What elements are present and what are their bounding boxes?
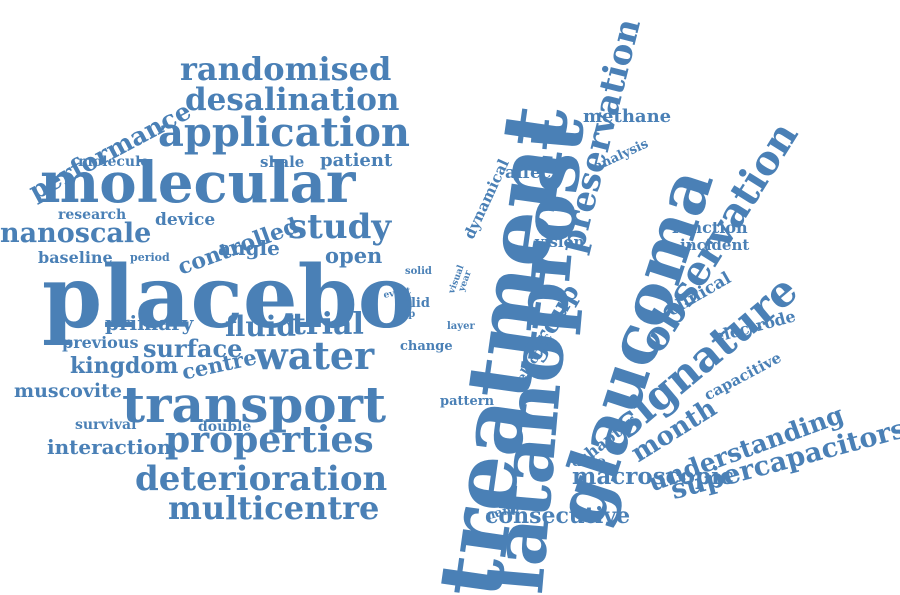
word-angle: angle	[218, 238, 280, 258]
word-shale: shale	[260, 155, 304, 170]
word-function: function	[672, 220, 748, 236]
word-primary: primary	[105, 313, 193, 333]
word-device: device	[155, 212, 215, 229]
word-multicentre: multicentre	[168, 492, 379, 524]
word-open: open	[325, 245, 382, 266]
word-study: study	[288, 210, 391, 244]
word-survival: survival	[75, 418, 136, 432]
word-randomised: randomised	[180, 53, 391, 85]
word-affect: affect	[505, 165, 559, 182]
word-properties: properties	[165, 422, 374, 458]
word-molecule: molecule	[78, 155, 149, 169]
word-double: double	[198, 420, 251, 434]
word-methane: methane	[583, 108, 671, 126]
word-application: application	[158, 113, 410, 153]
word-change: change	[400, 340, 453, 353]
word-previous: previous	[62, 335, 138, 351]
word-pattern: pattern	[440, 395, 494, 408]
word-interaction: interaction	[47, 437, 172, 457]
word-period: period	[130, 252, 170, 263]
word-baseline: baseline	[38, 250, 113, 266]
word-trial: trial	[292, 310, 364, 340]
word-patient: patient	[320, 152, 392, 170]
word-desalination: desalination	[185, 85, 399, 116]
word-layer: layer	[447, 322, 475, 332]
word-incident: incident	[680, 238, 749, 253]
word-solid: solid	[405, 267, 432, 277]
word-muscovite: muscovite	[14, 382, 122, 401]
word-research: research	[58, 208, 126, 222]
word-vision: vision	[535, 235, 584, 250]
word-hospital: data	[572, 455, 606, 469]
word-nanoscale: nanoscale	[0, 220, 151, 247]
word-nano: slip	[395, 310, 415, 320]
word-consecutive: consecutive	[485, 505, 630, 527]
